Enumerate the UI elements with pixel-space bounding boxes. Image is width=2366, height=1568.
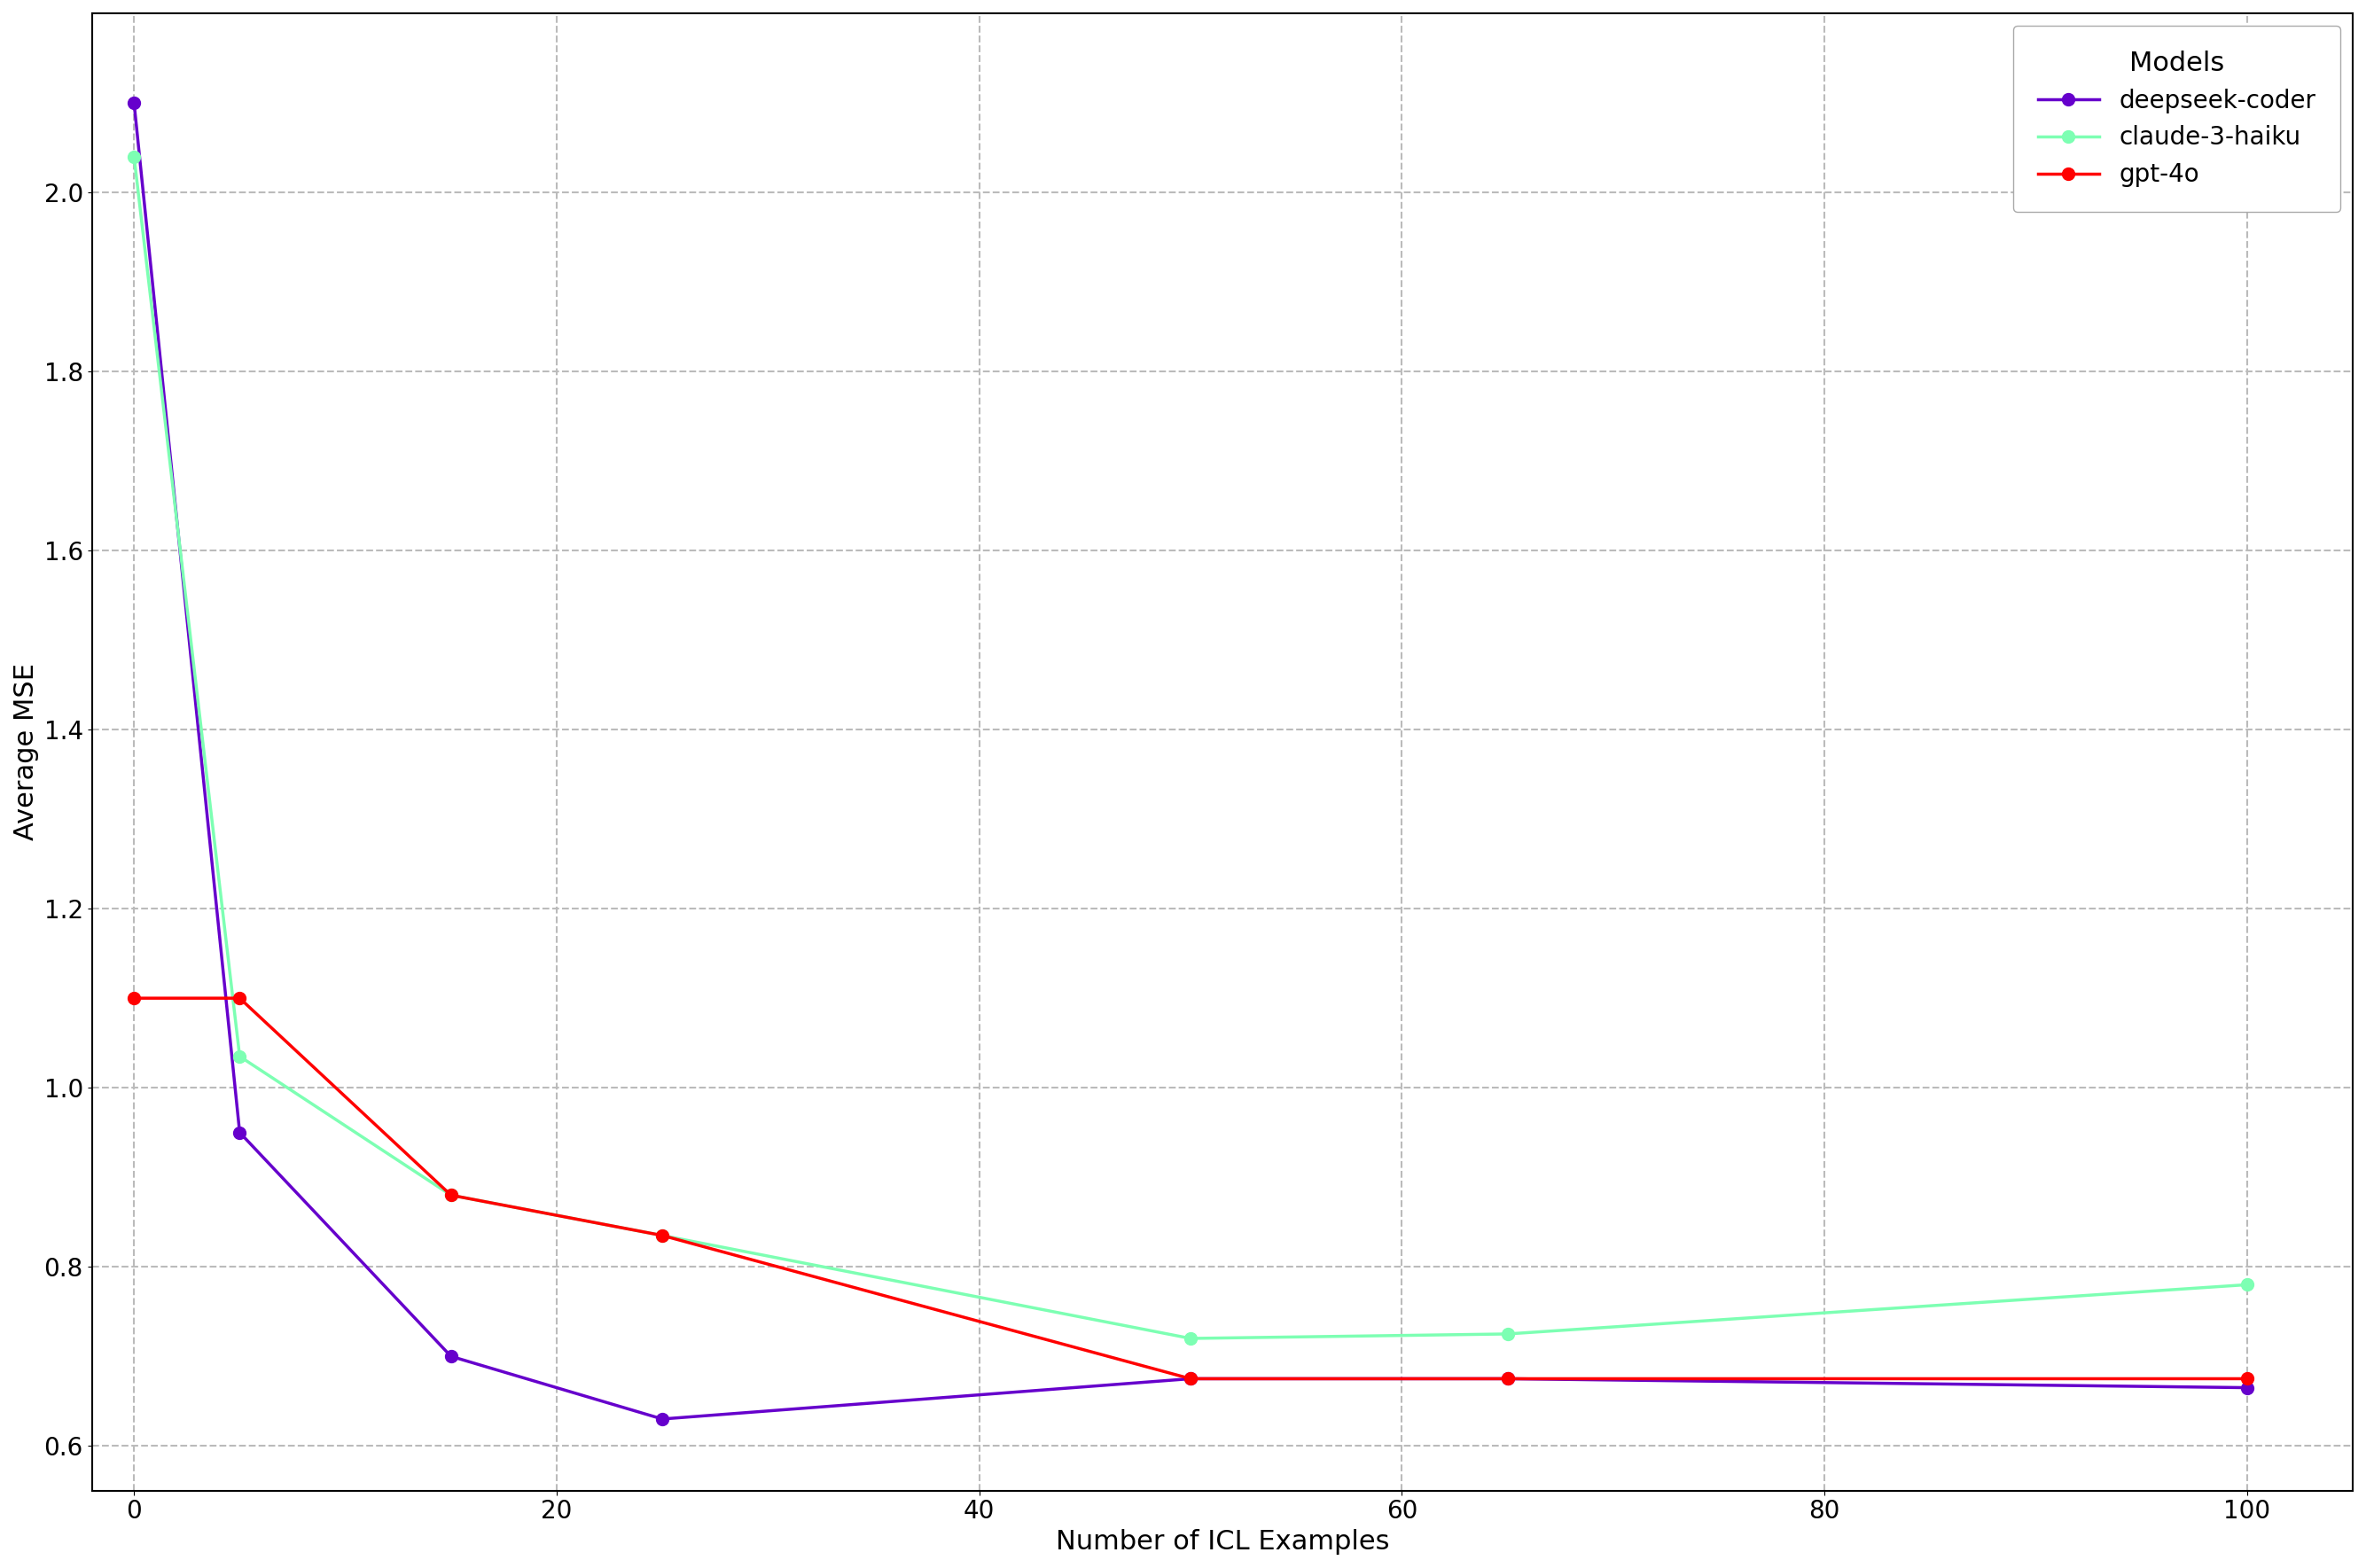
Line: gpt-4o: gpt-4o xyxy=(128,993,2252,1385)
claude-3-haiku xyxy=(225,1047,253,1066)
gpt-4o xyxy=(2234,1369,2262,1388)
Y-axis label: Average MSE: Average MSE xyxy=(14,663,38,840)
gpt-4o xyxy=(225,989,253,1008)
X-axis label: Number of ICL Examples: Number of ICL Examples xyxy=(1055,1529,1389,1555)
gpt-4o xyxy=(438,1185,466,1204)
deepseek-coder xyxy=(1493,1369,1521,1388)
Line: claude-3-haiku: claude-3-haiku xyxy=(128,151,2252,1345)
deepseek-coder xyxy=(648,1410,677,1428)
gpt-4o xyxy=(648,1226,677,1245)
deepseek-coder xyxy=(121,94,149,113)
claude-3-haiku xyxy=(2234,1275,2262,1294)
claude-3-haiku xyxy=(1176,1330,1204,1348)
gpt-4o xyxy=(1176,1369,1204,1388)
deepseek-coder xyxy=(2234,1378,2262,1397)
deepseek-coder xyxy=(225,1123,253,1142)
gpt-4o xyxy=(1493,1369,1521,1388)
deepseek-coder xyxy=(438,1347,466,1366)
claude-3-haiku xyxy=(121,147,149,166)
deepseek-coder xyxy=(1176,1369,1204,1388)
claude-3-haiku xyxy=(1493,1325,1521,1344)
Line: deepseek-coder: deepseek-coder xyxy=(128,97,2252,1425)
gpt-4o xyxy=(121,989,149,1008)
Legend: deepseek-coder, claude-3-haiku, gpt-4o: deepseek-coder, claude-3-haiku, gpt-4o xyxy=(2013,25,2340,212)
claude-3-haiku xyxy=(648,1226,677,1245)
claude-3-haiku xyxy=(438,1185,466,1204)
